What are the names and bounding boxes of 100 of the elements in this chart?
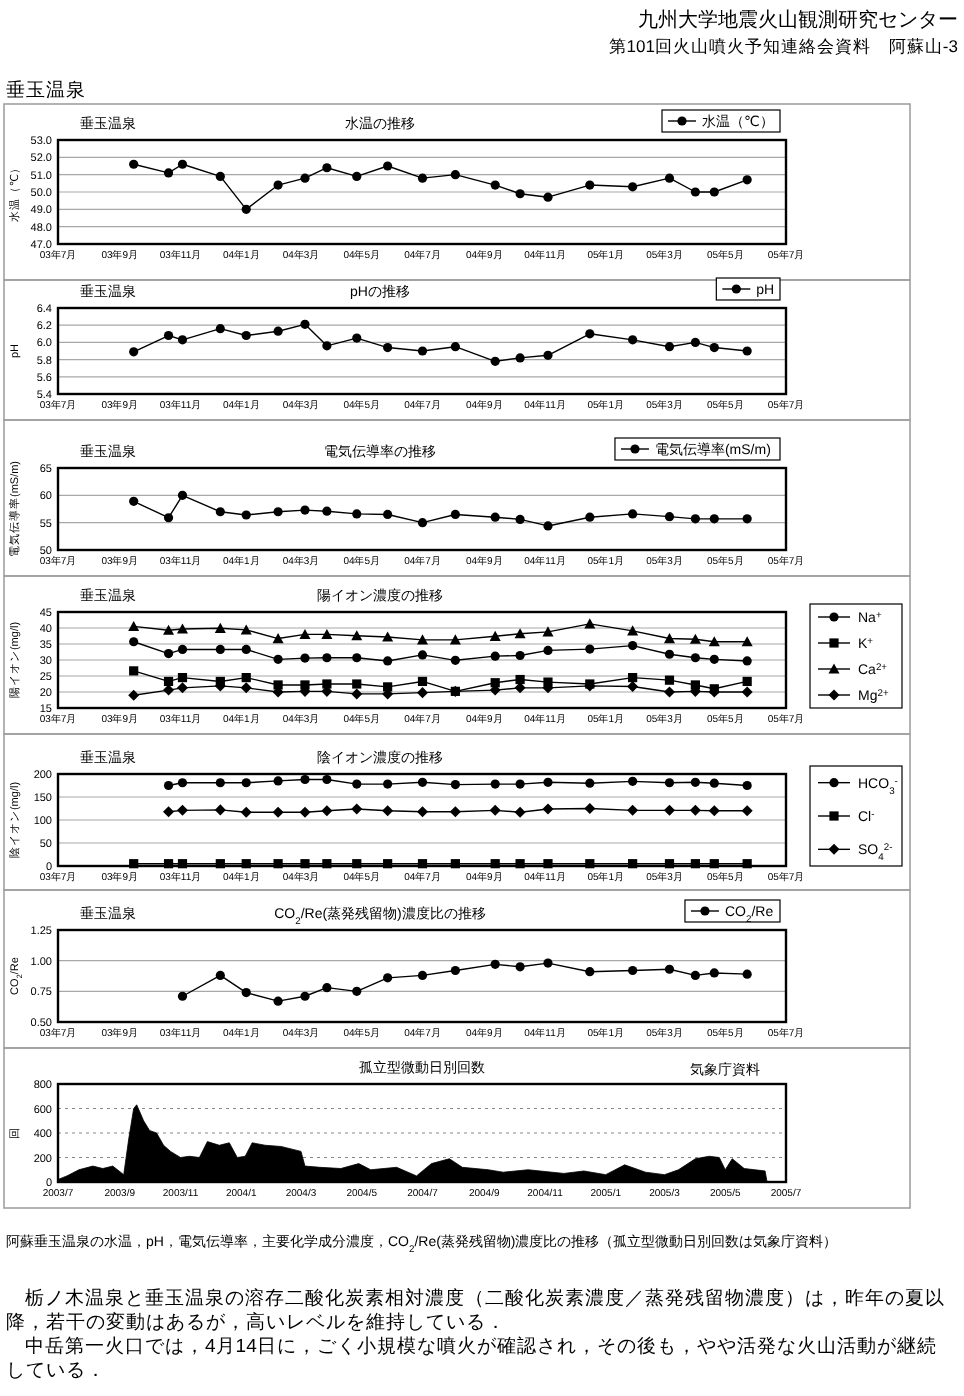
point bbox=[543, 350, 553, 360]
point bbox=[129, 347, 139, 357]
point bbox=[690, 514, 700, 524]
text: 栃ノ木温泉と垂玉温泉の溶存二酸化炭素相対濃度（二酸化炭素濃度／蒸発残留物濃度）は，昨年の夏以降，若干の変動はあるが，高いレベルを維持している． bbox=[6, 1286, 945, 1334]
text: 中岳第一火口では，4月14日に，ごく小規模な噴火が確認され，その後も，やや活発な火山活動が継続している． bbox=[6, 1334, 937, 1382]
point bbox=[272, 806, 284, 818]
point bbox=[352, 509, 362, 519]
point bbox=[241, 778, 251, 788]
point bbox=[585, 644, 595, 654]
point bbox=[709, 778, 719, 788]
point bbox=[628, 335, 638, 345]
point bbox=[177, 778, 188, 788]
point bbox=[382, 805, 394, 817]
point bbox=[273, 326, 283, 336]
point bbox=[690, 777, 700, 787]
point bbox=[214, 622, 226, 633]
point bbox=[352, 986, 362, 996]
point bbox=[690, 680, 700, 690]
text: 第101回火山噴火予知連絡会資料 阿蘇山-3 bbox=[608, 36, 959, 56]
point bbox=[628, 965, 638, 976]
point bbox=[163, 649, 174, 659]
point bbox=[543, 645, 553, 655]
point bbox=[584, 618, 596, 629]
point bbox=[352, 171, 362, 181]
point bbox=[300, 774, 310, 785]
point bbox=[489, 630, 501, 641]
point bbox=[417, 676, 428, 687]
point bbox=[177, 644, 188, 655]
point bbox=[690, 653, 700, 663]
point bbox=[628, 673, 638, 683]
point bbox=[742, 346, 752, 356]
point bbox=[300, 991, 310, 1001]
point bbox=[273, 180, 283, 190]
point bbox=[128, 620, 140, 631]
point bbox=[490, 678, 500, 688]
point bbox=[177, 673, 188, 683]
point bbox=[163, 676, 174, 687]
point bbox=[585, 512, 595, 522]
point bbox=[177, 159, 188, 169]
point bbox=[241, 987, 251, 998]
point bbox=[709, 342, 719, 353]
point bbox=[490, 512, 500, 522]
point bbox=[176, 804, 189, 816]
point bbox=[664, 173, 675, 183]
point bbox=[129, 666, 139, 676]
point bbox=[382, 631, 394, 642]
point bbox=[300, 173, 310, 183]
point bbox=[490, 779, 500, 789]
point bbox=[129, 637, 139, 647]
point bbox=[383, 161, 393, 171]
point bbox=[383, 656, 393, 666]
point bbox=[742, 656, 752, 666]
point bbox=[709, 968, 719, 978]
point bbox=[177, 490, 188, 500]
point bbox=[664, 675, 675, 685]
point bbox=[490, 959, 500, 969]
point bbox=[241, 644, 251, 655]
point bbox=[709, 514, 719, 524]
point bbox=[664, 778, 675, 788]
point bbox=[240, 806, 252, 818]
point bbox=[241, 330, 251, 341]
point bbox=[322, 679, 332, 689]
point bbox=[163, 168, 174, 178]
point bbox=[215, 171, 225, 181]
point bbox=[515, 962, 525, 972]
point bbox=[585, 180, 595, 190]
point bbox=[690, 970, 700, 980]
point bbox=[322, 163, 332, 173]
point bbox=[322, 983, 332, 993]
point bbox=[163, 806, 175, 818]
point bbox=[449, 806, 461, 818]
point bbox=[709, 187, 719, 197]
point bbox=[515, 650, 525, 661]
point bbox=[663, 804, 675, 816]
point bbox=[690, 187, 700, 197]
point bbox=[300, 680, 310, 690]
point bbox=[299, 806, 311, 818]
point bbox=[417, 173, 428, 183]
point bbox=[177, 991, 188, 1001]
point bbox=[627, 625, 639, 636]
point bbox=[163, 513, 174, 523]
point bbox=[515, 353, 525, 363]
point bbox=[352, 653, 362, 663]
point bbox=[273, 680, 283, 690]
point bbox=[176, 623, 189, 634]
point bbox=[490, 180, 500, 190]
point bbox=[299, 628, 311, 639]
point bbox=[416, 634, 429, 645]
point bbox=[663, 686, 675, 698]
point bbox=[543, 777, 553, 787]
point bbox=[300, 505, 310, 515]
point bbox=[416, 687, 429, 699]
point bbox=[515, 514, 525, 524]
point bbox=[709, 654, 719, 664]
point bbox=[215, 324, 225, 334]
point bbox=[128, 689, 140, 701]
point bbox=[352, 779, 362, 789]
point bbox=[383, 973, 393, 983]
point bbox=[215, 676, 225, 687]
point bbox=[214, 804, 226, 816]
